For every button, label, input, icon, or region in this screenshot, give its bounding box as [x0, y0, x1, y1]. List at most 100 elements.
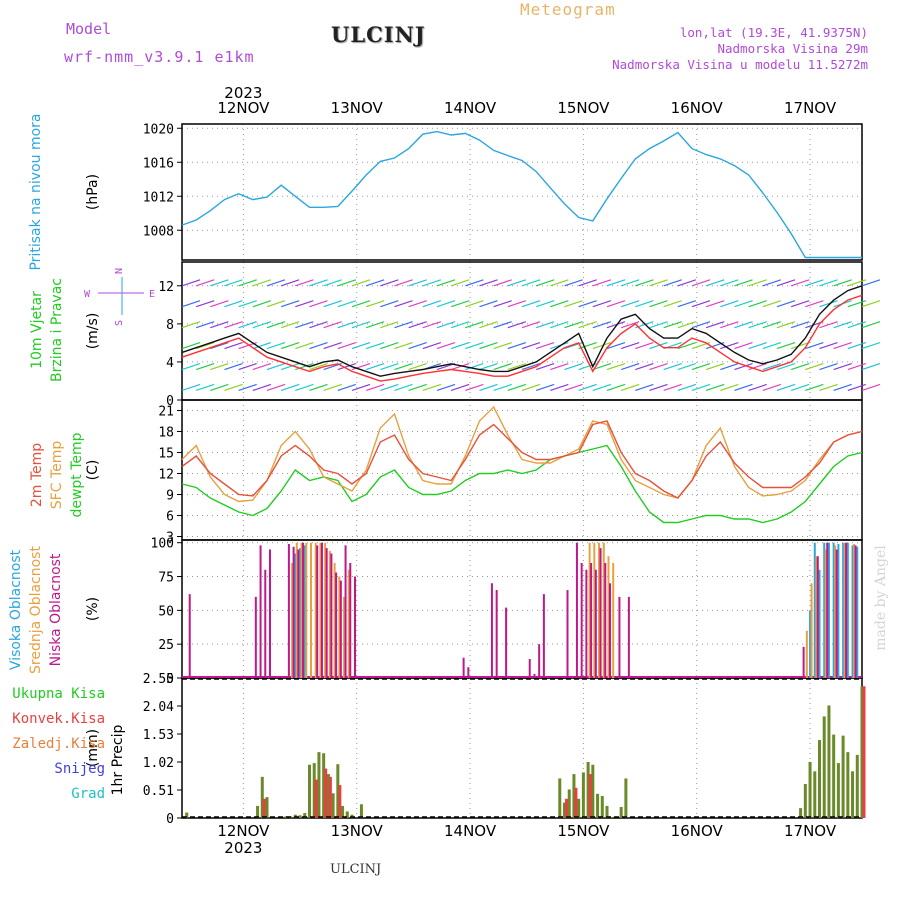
wind-barb — [210, 383, 229, 392]
precip-bar — [600, 796, 604, 818]
precip-bar — [326, 774, 330, 818]
precip-bar — [336, 764, 340, 818]
precip-bar — [841, 735, 845, 818]
wind-barb — [195, 321, 215, 329]
wind-barb — [550, 279, 569, 287]
wind-barb — [295, 300, 314, 308]
wind-barb — [181, 342, 201, 350]
compass-e: E — [149, 289, 155, 300]
wind-barb — [776, 383, 796, 392]
y-tick-label: 0 — [166, 394, 174, 409]
wind-barb — [790, 383, 810, 392]
wind-barb — [280, 300, 300, 308]
wind-barb — [422, 321, 442, 329]
precip-bar — [808, 762, 812, 818]
product-title: Meteogram — [520, 0, 616, 19]
cloud-ylabel-mid: Srednja Oblacnost — [28, 546, 44, 674]
wind-barb — [309, 362, 328, 371]
wind-barb — [762, 279, 782, 287]
wind-barb — [592, 362, 612, 371]
wind-barb — [620, 279, 640, 287]
wind-barb — [408, 362, 427, 371]
wind-barb — [677, 321, 697, 329]
y-tick-label: 21 — [158, 405, 174, 420]
wind-barb — [606, 362, 626, 371]
wind-barb — [479, 300, 498, 308]
y-tick-label: 18 — [158, 426, 174, 441]
day-label-top: 16NOV — [671, 99, 724, 117]
wind-barb — [408, 300, 427, 308]
wind-barb — [408, 279, 427, 287]
wind-barb — [380, 383, 399, 392]
precip-bar — [345, 811, 349, 818]
precip-bar — [284, 816, 288, 818]
wind-barb — [649, 279, 668, 287]
wind-barb — [535, 362, 555, 371]
wind-barb — [238, 279, 257, 287]
wind-barb — [436, 342, 456, 350]
y-tick-label: 1020 — [143, 122, 174, 137]
wind-barb — [805, 362, 824, 371]
wind-barb — [295, 342, 314, 350]
wind-barb — [805, 300, 824, 308]
wind-barb — [649, 342, 668, 350]
precip-bar — [265, 797, 269, 818]
wind-barb — [280, 383, 300, 392]
wind-barb — [691, 300, 711, 308]
y-tick-label: 2.04 — [143, 700, 174, 715]
wind-barb — [479, 362, 498, 371]
wind-barb — [365, 362, 385, 371]
wind-barb — [861, 321, 881, 329]
wind-barb — [224, 362, 243, 371]
precip-bar — [303, 813, 307, 818]
precip-bar — [341, 805, 345, 818]
wind-barb — [734, 342, 753, 350]
wind-barb — [578, 321, 597, 329]
wind-barb — [677, 383, 697, 392]
precip-bar — [619, 807, 623, 818]
wind-barb — [280, 362, 300, 371]
wind-barb — [195, 279, 215, 287]
y-tick-label: 0 — [166, 812, 174, 827]
wind-barb — [861, 362, 881, 371]
precip-bar — [359, 804, 363, 818]
wind-barb — [847, 321, 867, 329]
y-tick-label: 12 — [158, 280, 174, 295]
wind-barb — [564, 321, 583, 329]
wind-barb — [620, 300, 640, 308]
wind-barb — [323, 383, 342, 392]
wind-barb — [720, 300, 739, 308]
wind-barb — [450, 279, 470, 287]
wind-barb — [210, 342, 229, 350]
wind-barb — [280, 342, 300, 350]
wind-barb — [465, 342, 484, 350]
wind-barb — [309, 342, 328, 350]
wind-barb — [748, 383, 767, 392]
wind-barb — [861, 383, 881, 392]
wind-barb — [535, 300, 555, 308]
wind-barb — [422, 279, 442, 287]
wind-barb — [337, 383, 357, 392]
precip-bar — [256, 805, 260, 818]
wind-barb — [833, 279, 852, 287]
y-tick-label: 3 — [166, 531, 174, 546]
wind-barb — [365, 279, 385, 287]
wind-barb — [861, 300, 881, 308]
wind-barb — [819, 383, 838, 392]
wind-barb — [521, 362, 541, 371]
elevation: Nadmorska Visina 29m — [717, 41, 868, 56]
precip-bar — [331, 793, 335, 818]
y-tick-label: 8 — [166, 318, 174, 333]
wind-barb — [394, 279, 413, 287]
wind-gust-line — [181, 285, 863, 377]
temp2m-line — [181, 420, 863, 499]
wind-barb — [266, 383, 286, 392]
panel-temperature: 3 6 9 12 15 18 21 (C) — [85, 399, 863, 546]
panel-frame — [181, 123, 863, 261]
time-axis-bottom: 12NOV 13NOV 14NOV 15NOV 16NOV 17NOV 2023 — [217, 822, 837, 857]
wind-barb — [450, 342, 470, 350]
precip-bar — [567, 789, 571, 818]
wind-barb — [252, 300, 272, 308]
wind-barb — [309, 300, 328, 308]
legend-item: Zaledj.Kisa — [12, 736, 105, 752]
